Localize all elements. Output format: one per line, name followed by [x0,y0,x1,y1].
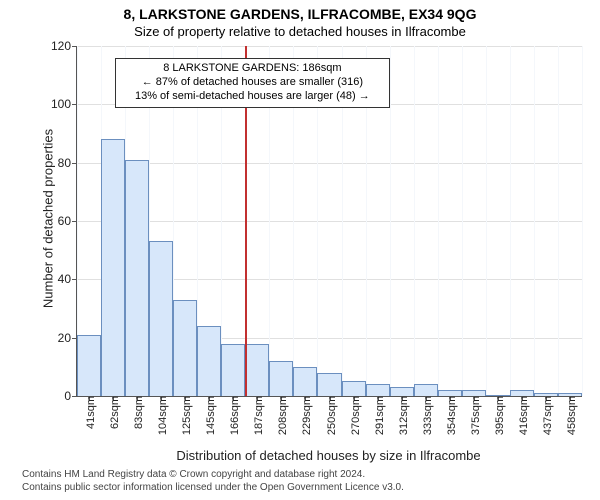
chart-subtitle: Size of property relative to detached ho… [0,24,600,39]
bar [125,160,149,396]
bar [293,367,317,396]
chart-container: 8, LARKSTONE GARDENS, ILFRACOMBE, EX34 9… [0,0,600,500]
grid-line-v [486,46,487,396]
x-tick-label: 312sqm [394,396,410,435]
grid-line-h [77,163,582,164]
grid-line-h [77,221,582,222]
annotation-line: 8 LARKSTONE GARDENS: 186sqm [122,62,383,76]
bar [390,387,414,396]
bar [173,300,197,396]
footer-line-2: Contains public sector information licen… [22,481,404,494]
grid-line-v [414,46,415,396]
annotation-line: ← 87% of detached houses are smaller (31… [122,76,383,90]
x-tick-label: 395sqm [490,396,506,435]
annotation-box: 8 LARKSTONE GARDENS: 186sqm← 87% of deta… [115,58,390,107]
bar [317,373,341,396]
x-tick-label: 145sqm [201,396,217,435]
grid-line-v [462,46,463,396]
y-tick-label: 0 [41,389,77,403]
grid-line-v [582,46,583,396]
grid-line-v [438,46,439,396]
bar [77,335,101,396]
x-tick-label: 125sqm [177,396,193,435]
bar [269,361,293,396]
x-tick-label: 229sqm [297,396,313,435]
x-tick-label: 104sqm [153,396,169,435]
footer-line-1: Contains HM Land Registry data © Crown c… [22,468,404,481]
footer-credits: Contains HM Land Registry data © Crown c… [22,468,404,494]
bar [245,344,269,397]
x-tick-label: 458sqm [562,396,578,435]
x-tick-label: 208sqm [273,396,289,435]
x-tick-label: 62sqm [105,396,121,429]
grid-line-v [534,46,535,396]
x-tick-label: 416sqm [514,396,530,435]
x-tick-label: 187sqm [249,396,265,435]
bar [342,381,366,396]
y-axis-label: Number of detached properties [41,89,56,349]
x-tick-label: 41sqm [81,396,97,429]
grid-line-v [558,46,559,396]
x-tick-label: 437sqm [538,396,554,435]
chart-title: 8, LARKSTONE GARDENS, ILFRACOMBE, EX34 9… [0,6,600,22]
bar [414,384,438,396]
plot-area: 02040608010012041sqm62sqm83sqm104sqm125s… [76,46,582,397]
x-tick-label: 250sqm [322,396,338,435]
x-tick-label: 354sqm [442,396,458,435]
x-tick-label: 333sqm [418,396,434,435]
bar [197,326,221,396]
bar [101,139,125,396]
annotation-line: 13% of semi-detached houses are larger (… [122,90,383,104]
x-tick-label: 270sqm [346,396,362,435]
bar [221,344,245,397]
grid-line-v [510,46,511,396]
x-axis-label: Distribution of detached houses by size … [76,448,581,463]
x-tick-label: 291sqm [370,396,386,435]
x-tick-label: 83sqm [129,396,145,429]
y-tick-label: 120 [41,39,77,53]
x-tick-label: 375sqm [466,396,482,435]
bar [366,384,390,396]
grid-line-h [77,46,582,47]
bar [149,241,173,396]
x-tick-label: 166sqm [225,396,241,435]
